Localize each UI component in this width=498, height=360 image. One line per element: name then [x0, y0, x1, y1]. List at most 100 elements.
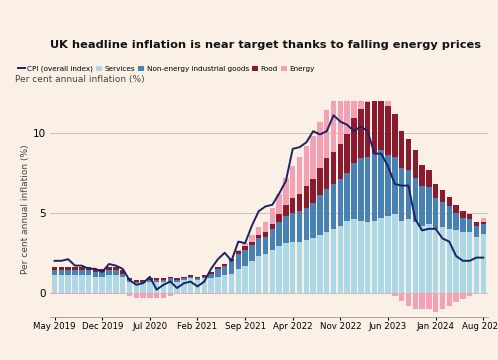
Bar [154, 278, 159, 280]
Bar [202, 278, 207, 293]
Bar [351, 118, 357, 163]
Bar [426, 187, 432, 224]
Bar [181, 277, 187, 278]
Bar [338, 179, 343, 226]
Bar [317, 195, 323, 235]
Bar [426, 170, 432, 187]
Bar [276, 222, 282, 246]
Bar [113, 293, 119, 294]
Bar [269, 229, 275, 249]
Bar [467, 293, 473, 296]
Bar [433, 184, 438, 198]
Bar [372, 98, 377, 154]
Bar [331, 184, 336, 229]
Bar [385, 216, 391, 293]
Bar [52, 270, 57, 275]
Bar [304, 240, 309, 293]
Bar [229, 261, 234, 274]
Bar [126, 293, 132, 296]
Bar [412, 177, 418, 222]
Bar [126, 280, 132, 282]
Bar [52, 293, 57, 294]
Bar [188, 278, 193, 293]
Bar [358, 221, 364, 293]
Bar [317, 122, 323, 168]
Bar [243, 246, 248, 249]
Bar [297, 242, 302, 293]
Bar [392, 215, 397, 293]
Bar [113, 270, 119, 275]
Bar [140, 293, 146, 298]
Bar [290, 198, 295, 213]
Bar [399, 131, 404, 168]
Bar [249, 242, 254, 245]
Bar [133, 280, 139, 282]
Bar [399, 221, 404, 293]
Bar [79, 270, 85, 275]
Bar [100, 293, 105, 294]
Bar [474, 237, 479, 293]
Bar [113, 267, 119, 270]
Bar [263, 237, 268, 255]
Bar [236, 269, 241, 293]
Bar [331, 101, 336, 152]
Bar [86, 267, 91, 270]
Bar [481, 224, 486, 234]
Bar [317, 235, 323, 293]
Bar [215, 267, 221, 269]
Bar [154, 293, 159, 298]
Bar [161, 282, 166, 293]
Bar [229, 274, 234, 293]
Bar [297, 194, 302, 211]
Bar [467, 232, 473, 293]
Bar [365, 102, 371, 157]
Bar [385, 105, 391, 155]
Bar [467, 219, 473, 232]
Bar [65, 293, 71, 294]
Bar [174, 280, 180, 282]
Bar [215, 293, 221, 294]
Bar [447, 206, 452, 229]
Bar [433, 198, 438, 229]
Bar [324, 189, 330, 232]
Bar [154, 280, 159, 282]
Bar [433, 229, 438, 293]
Bar [52, 267, 57, 270]
Bar [202, 277, 207, 278]
Bar [93, 269, 98, 272]
Bar [358, 109, 364, 158]
Bar [167, 278, 173, 282]
Bar [317, 168, 323, 195]
Bar [181, 293, 187, 294]
Bar [419, 293, 425, 309]
Bar [120, 270, 125, 274]
Bar [140, 282, 146, 283]
Bar [106, 293, 112, 294]
Bar [283, 243, 289, 293]
Bar [338, 226, 343, 293]
Bar [188, 275, 193, 277]
Bar [358, 158, 364, 221]
Bar [372, 154, 377, 221]
Bar [79, 267, 85, 270]
Bar [167, 282, 173, 293]
Bar [65, 270, 71, 275]
Bar [304, 208, 309, 240]
Bar [372, 221, 377, 293]
Bar [147, 280, 152, 282]
Bar [236, 249, 241, 251]
Bar [310, 136, 316, 179]
Bar [100, 272, 105, 277]
Bar [331, 229, 336, 293]
Bar [440, 190, 445, 202]
Bar [65, 275, 71, 293]
Bar [345, 86, 350, 134]
Bar [147, 293, 152, 298]
Bar [126, 278, 132, 280]
Bar [447, 197, 452, 206]
Bar [86, 270, 91, 275]
Bar [181, 278, 187, 280]
Bar [406, 139, 411, 170]
Bar [283, 205, 289, 216]
Bar [229, 258, 234, 259]
